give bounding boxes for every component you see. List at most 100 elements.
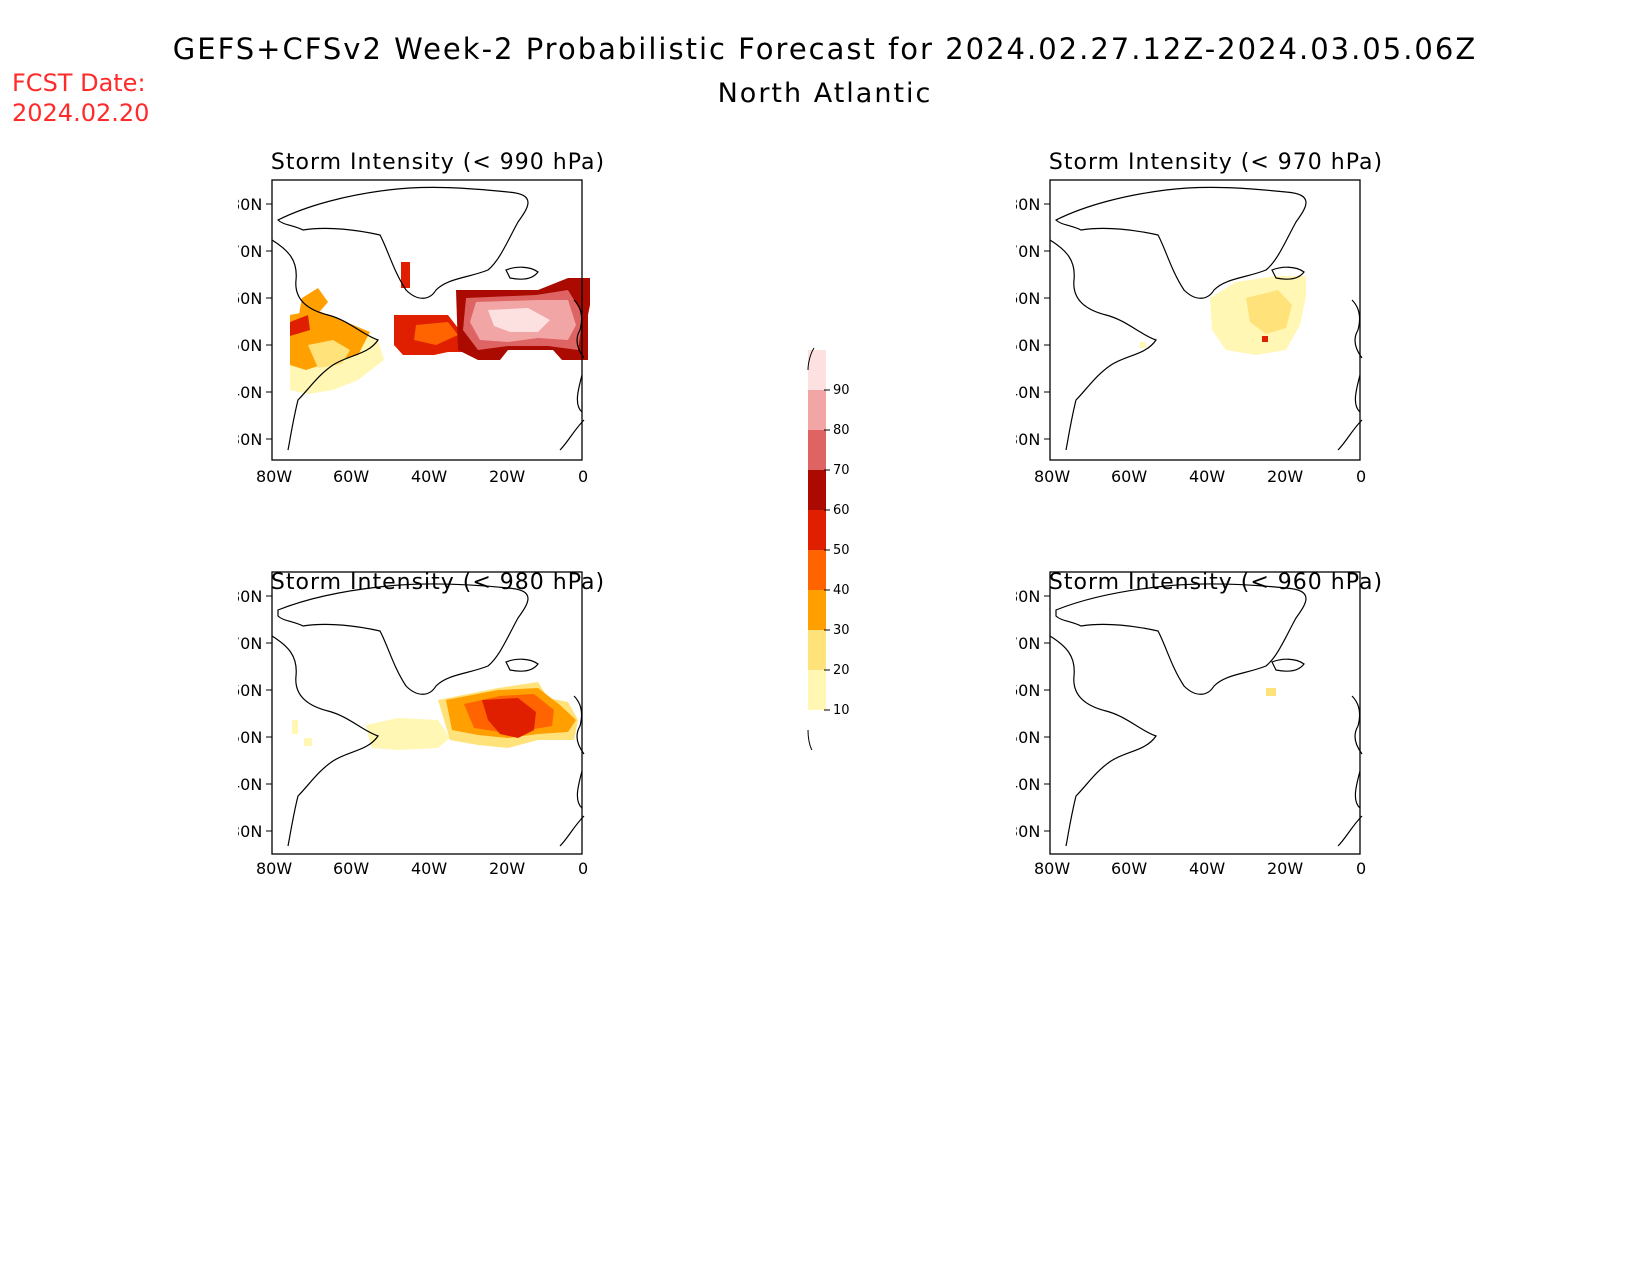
lon-axis-970: 80W 60W 40W 20W 0 [1034, 467, 1366, 486]
lon-label: 60W [1111, 467, 1147, 486]
lon-label: 0 [1356, 467, 1366, 486]
lon-label: 0 [578, 859, 588, 878]
lat-label: 80N [238, 587, 262, 606]
lat-label: 30N [238, 822, 262, 841]
colorbar-labels: 90 80 70 60 50 40 30 20 10 [824, 383, 850, 718]
coast-960-canada [1049, 635, 1157, 847]
lat-label: 30N [1016, 822, 1040, 841]
shade-980-central-yellow [366, 718, 450, 750]
shade-970-small [1140, 342, 1146, 348]
coast-970-iceland [1271, 266, 1305, 280]
colorbar-label: 50 [833, 543, 850, 558]
colorbar-bottom-cap [807, 729, 813, 750]
panel-title-960: Storm Intensity (< 960 hPa) [1048, 570, 1384, 595]
lat-label: 60N [238, 681, 262, 700]
fcst-date-label: FCST Date: [12, 69, 146, 97]
coast-990-canada [271, 239, 379, 451]
colorbar-box [808, 510, 826, 550]
lon-label: 80W [256, 859, 292, 878]
lat-label: 30N [238, 430, 262, 449]
colorbar-box [808, 470, 826, 510]
colorbar-boxes [808, 350, 826, 710]
lon-label: 20W [489, 859, 525, 878]
coast-960-greenland [1055, 583, 1307, 695]
lon-label: 40W [1189, 467, 1225, 486]
lat-label: 50N [1016, 728, 1040, 747]
colorbar-label: 90 [833, 383, 850, 398]
coast-990-iceland [505, 266, 539, 280]
map-frame-980 [271, 571, 583, 855]
lat-label: 60N [238, 289, 262, 308]
shade-980-east-red [482, 698, 536, 738]
colorbar-label: 20 [833, 663, 850, 678]
panel-960: Storm Intensity (< 960 hPa) 80N 70N 60N … [1016, 570, 1416, 965]
lon-label: 60W [1111, 859, 1147, 878]
coast-980-canada [271, 635, 379, 847]
colorbar-top-cap [807, 347, 815, 371]
lon-label: 40W [411, 859, 447, 878]
map-frame-970 [1049, 179, 1361, 461]
shade-980-west-yellow2 [304, 738, 312, 746]
lat-label: 60N [1016, 681, 1040, 700]
map-970: 80N 70N 60N 50N 40N 30N 80W 60W 40W 20W … [1016, 179, 1366, 486]
lat-axis-970: 80N 70N 60N 50N 40N 30N [1016, 195, 1050, 449]
lat-axis-990: 80N 70N 60N 50N 40N 30N [238, 195, 272, 449]
lon-axis-990: 80W 60W 40W 20W 0 [256, 467, 588, 486]
lat-label: 70N [1016, 242, 1040, 261]
panel-title-970: Storm Intensity (< 970 hPa) [1048, 150, 1384, 175]
coastlines-970 [1049, 186, 1363, 451]
shade-990-central-orange [414, 322, 458, 345]
colorbar: 90 80 70 60 50 40 30 20 10 [807, 347, 850, 750]
lon-axis-980: 80W 60W 40W 20W 0 [256, 859, 588, 878]
panel-title-980: Storm Intensity (< 980 hPa) [270, 570, 606, 595]
lat-axis-960: 80N 70N 60N 50N 40N 30N [1016, 587, 1050, 841]
coast-970-europe [1337, 299, 1363, 451]
colorbar-label: 10 [833, 703, 850, 718]
lon-label: 80W [256, 467, 292, 486]
shade-970-dot [1262, 336, 1268, 342]
colorbar-label: 40 [833, 583, 850, 598]
shade-990-east-light [488, 308, 550, 332]
lon-label: 60W [333, 859, 369, 878]
lon-label: 20W [1267, 859, 1303, 878]
lat-axis-980: 80N 70N 60N 50N 40N 30N [238, 587, 272, 841]
probability-shading-970 [1140, 276, 1306, 355]
colorbar-box [808, 350, 826, 390]
lon-label: 0 [1356, 859, 1366, 878]
colorbar-box [808, 670, 826, 710]
coastlines-980 [271, 583, 585, 847]
panel-title-990: Storm Intensity (< 990 hPa) [270, 150, 606, 175]
colorbar-box [808, 590, 826, 630]
shade-960-small [1266, 688, 1276, 696]
colorbar-box [808, 630, 826, 670]
map-990: 80N 70N 60N 50N 40N 30N 80W 60W 40W 20W … [238, 179, 590, 486]
fcst-date-value: 2024.02.20 [12, 99, 150, 127]
lat-label: 50N [238, 336, 262, 355]
colorbar-box [808, 430, 826, 470]
probability-shading-980 [292, 682, 578, 750]
coast-960-iceland [1271, 658, 1305, 672]
lat-label: 70N [238, 634, 262, 653]
lat-label: 40N [238, 383, 262, 402]
panel-980: Storm Intensity (< 980 hPa) 80N 70N 60N … [238, 570, 638, 965]
shade-980-west-yellow [292, 720, 298, 734]
lon-label: 40W [411, 467, 447, 486]
map-frame-990 [271, 179, 583, 461]
lat-label: 40N [1016, 383, 1040, 402]
coast-970-greenland [1054, 186, 1307, 299]
lat-label: 70N [238, 242, 262, 261]
colorbar-box [808, 550, 826, 590]
lon-label: 40W [1189, 859, 1225, 878]
lon-label: 80W [1034, 467, 1070, 486]
coast-990-greenland [276, 186, 529, 299]
probability-shading-960 [1266, 688, 1276, 696]
map-980: 80N 70N 60N 50N 40N 30N 80W 60W 40W 20W … [238, 571, 588, 878]
panel-990: Storm Intensity (< 990 hPa) [238, 150, 638, 545]
panel-970: Storm Intensity (< 970 hPa) 80N 70N 60N … [1016, 150, 1416, 545]
probability-shading-990 [290, 262, 590, 394]
colorbar-box [808, 390, 826, 430]
lon-label: 0 [578, 467, 588, 486]
lat-label: 40N [1016, 775, 1040, 794]
shade-990-labrador-orange [298, 288, 328, 320]
lon-label: 60W [333, 467, 369, 486]
